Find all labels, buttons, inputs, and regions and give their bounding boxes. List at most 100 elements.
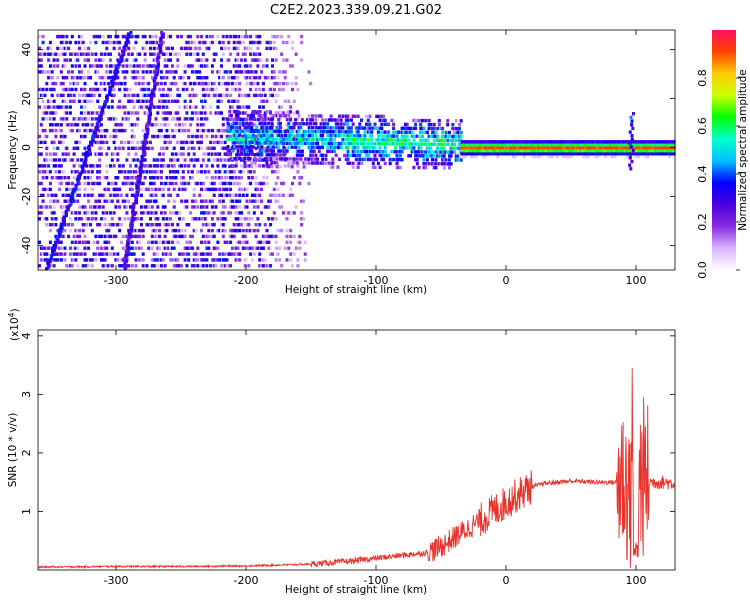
spectrogram-cell bbox=[94, 140, 98, 145]
spectrogram-cell bbox=[419, 138, 423, 142]
spectrogram-cell bbox=[225, 81, 229, 86]
spectrogram-cell bbox=[69, 195, 73, 199]
spectrogram-cell bbox=[98, 170, 102, 174]
spectrogram-cell bbox=[356, 161, 360, 165]
spectrogram-cell bbox=[161, 187, 165, 192]
spectrogram-cell bbox=[132, 46, 136, 51]
spectrogram-cell bbox=[544, 140, 548, 144]
spectrogram-cell bbox=[71, 190, 75, 195]
spectrogram-cell bbox=[99, 234, 103, 239]
spectrogram-cell bbox=[446, 162, 450, 166]
spectrogram-cell bbox=[145, 70, 149, 74]
spectrogram-cell bbox=[229, 170, 233, 174]
spectrogram-cell bbox=[180, 34, 183, 39]
spectrogram-cell bbox=[141, 181, 145, 186]
spectrogram-cell bbox=[146, 127, 150, 131]
spectrogram-cell bbox=[661, 146, 665, 150]
spectrogram-cell bbox=[373, 153, 377, 158]
spectrogram-cell bbox=[83, 187, 87, 192]
spectrogram-cell bbox=[147, 223, 151, 227]
spectrogram-cell bbox=[249, 40, 253, 45]
spectrogram-cell bbox=[70, 181, 74, 186]
spectrogram-cell bbox=[220, 264, 223, 268]
spectrogram-cell bbox=[78, 211, 81, 215]
spectrogram-cell bbox=[395, 134, 399, 138]
spectrogram-cell bbox=[152, 211, 156, 215]
snr-x-ticks: -300 -200 -100 0 100 bbox=[104, 330, 647, 587]
spectrogram-cell bbox=[178, 128, 182, 133]
spectrogram-cell bbox=[296, 264, 300, 268]
spectrogram-cell bbox=[599, 143, 603, 147]
spectrogram-cell bbox=[483, 143, 487, 147]
spectrogram-cell bbox=[141, 87, 145, 92]
spectrogram-cell bbox=[385, 122, 389, 126]
spectrogram-cell bbox=[432, 122, 436, 127]
spectrogram-cell bbox=[444, 130, 448, 135]
spectrogram-cell bbox=[324, 130, 328, 134]
spectrogram-cell bbox=[322, 126, 326, 130]
spectrogram-cell bbox=[223, 176, 227, 180]
spectrogram-cell bbox=[63, 64, 67, 68]
spectrogram-cell bbox=[220, 223, 223, 227]
spectrogram-cell bbox=[560, 152, 564, 156]
spectrogram-cell bbox=[611, 140, 615, 144]
spectrogram-cell bbox=[282, 141, 286, 145]
spectrogram-cell bbox=[61, 158, 65, 162]
spectrogram-cell bbox=[243, 93, 247, 98]
spectrogram-cell bbox=[280, 105, 284, 109]
spectrogram-cell bbox=[271, 193, 274, 197]
spectrogram-cell bbox=[159, 170, 163, 174]
spectrogram-cell bbox=[240, 211, 243, 215]
spectrogram-cell bbox=[299, 126, 303, 130]
spectrogram-cell bbox=[283, 164, 287, 168]
spectrogram-cell bbox=[263, 234, 267, 239]
spectrogram-cell bbox=[285, 123, 289, 127]
spectrogram-cell bbox=[201, 211, 205, 215]
spectrogram-cell bbox=[434, 162, 438, 166]
spectrogram-cell bbox=[161, 158, 165, 162]
spectrogram-cell bbox=[105, 252, 109, 256]
spectrogram-cell bbox=[41, 93, 45, 98]
spectrogram-cell bbox=[94, 70, 98, 74]
spectrogram-cell bbox=[189, 46, 193, 51]
spectrogram-cell bbox=[309, 122, 313, 126]
spectrogram-cell bbox=[105, 264, 109, 268]
spectrogram-cell bbox=[307, 157, 311, 161]
spectrogram-cell bbox=[254, 76, 258, 80]
spectrogram-cell bbox=[240, 145, 243, 149]
spectrogram-cell bbox=[261, 105, 265, 109]
spectrogram-cell bbox=[54, 158, 58, 162]
spectrogram-cell bbox=[287, 246, 291, 250]
spectrogram-cell bbox=[63, 105, 67, 109]
spectrogram-cell bbox=[278, 149, 282, 153]
spectrogram-cell bbox=[432, 162, 436, 166]
spectrogram-cell bbox=[232, 40, 236, 45]
spectrogram-cell bbox=[83, 234, 87, 239]
spectrogram-cell bbox=[81, 93, 85, 98]
spectrogram-cell bbox=[628, 156, 632, 160]
spectrogram-cell bbox=[434, 134, 438, 139]
spectrogram-cell bbox=[174, 234, 178, 239]
spectrogram-cell bbox=[451, 142, 455, 146]
spectrogram-cell bbox=[327, 118, 331, 122]
spectrogram-cell bbox=[134, 228, 138, 233]
spectrogram-cell bbox=[275, 125, 279, 130]
spectrogram-cell bbox=[258, 87, 262, 92]
spectrogram-cell bbox=[183, 99, 187, 103]
spectrogram-cell bbox=[134, 246, 138, 250]
spectrogram-cell bbox=[92, 133, 96, 137]
spectrogram-cell bbox=[85, 193, 89, 197]
spectrogram-cell bbox=[327, 161, 331, 165]
spectrogram-cell bbox=[174, 181, 178, 186]
spectrogram-cell bbox=[271, 58, 274, 62]
spectrogram-cell bbox=[274, 246, 278, 250]
spectrogram-cell bbox=[289, 110, 292, 114]
spectrogram-cell bbox=[149, 199, 152, 203]
spectrogram-cell bbox=[368, 138, 372, 142]
spectrogram-cell bbox=[422, 150, 426, 154]
spectrogram-cell bbox=[70, 211, 74, 215]
spectrogram-cell bbox=[319, 122, 323, 126]
spectrogram-cell bbox=[333, 137, 336, 142]
colorbar-tick-label: 0.8 bbox=[696, 69, 709, 87]
spectrogram-cell bbox=[287, 129, 291, 134]
